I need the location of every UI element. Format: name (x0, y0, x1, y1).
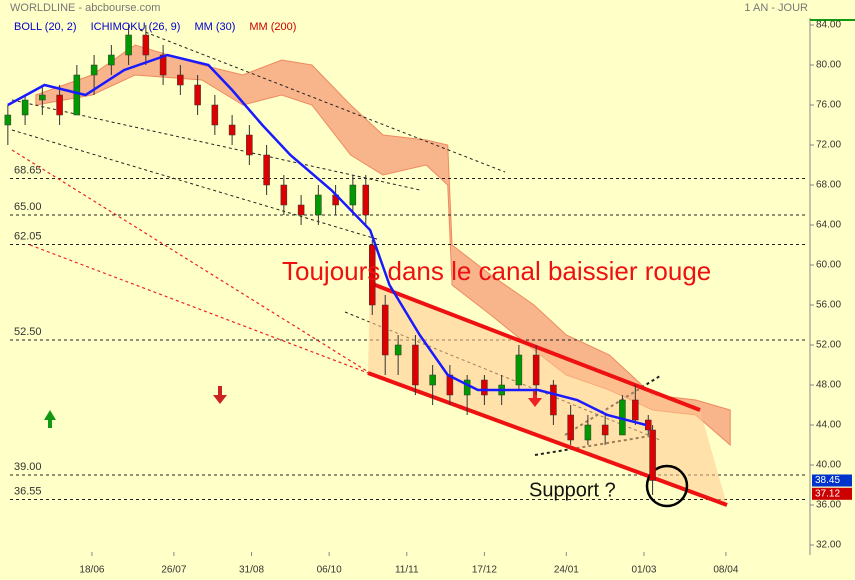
candle-body (21, 99, 29, 116)
y-tick-label: 48.00 (816, 380, 841, 391)
candle-body (73, 74, 81, 116)
candle-body (349, 184, 357, 206)
ma-line (7, 53, 647, 427)
y-tick-label: 32.00 (816, 540, 841, 551)
y-tick-label: 84.00 (816, 20, 841, 31)
candle-body (4, 114, 12, 126)
x-tick-label: 24/01 (554, 565, 579, 576)
y-tick-label: 52.00 (816, 340, 841, 351)
price-tag (812, 487, 852, 500)
price-tag-label: 38.45 (815, 475, 840, 486)
candle-body (108, 54, 115, 66)
candle-body (381, 304, 389, 356)
legend-entry: MM (30) (194, 21, 235, 33)
y-tick-label: 60.00 (816, 260, 841, 271)
candle-body (211, 104, 219, 126)
candle-body (297, 204, 305, 216)
y-tick-label: 56.00 (816, 300, 841, 311)
x-tick-label: 18/06 (79, 565, 104, 576)
level-label: 39.00 (14, 461, 42, 473)
chart-title: WORLDLINE - abcbourse.com (10, 2, 160, 14)
candle-body (550, 384, 557, 416)
x-tick-label: 01/03 (631, 565, 656, 576)
y-tick-label: 64.00 (816, 220, 841, 231)
candle-body (362, 184, 370, 216)
legend-entry: ICHIMOKU (26, 9) (91, 21, 181, 33)
candle-body (645, 419, 652, 431)
candle-body (90, 64, 98, 76)
y-tick-label: 44.00 (816, 420, 841, 431)
candle-body (515, 354, 523, 386)
level-label: 62.05 (14, 230, 42, 242)
candle-body (142, 34, 150, 56)
x-tick-label: 26/07 (161, 565, 186, 576)
candle-body (159, 54, 167, 76)
candle-body (394, 344, 402, 356)
candle-body (315, 194, 322, 216)
candle-body (429, 374, 436, 386)
y-tick-label: 36.00 (816, 500, 841, 511)
candle-body (263, 154, 270, 186)
candle-body (177, 74, 184, 86)
candle-body (601, 424, 609, 436)
candle-body (584, 424, 592, 441)
x-tick-label: 08/04 (713, 565, 738, 576)
candle-body (39, 94, 46, 101)
y-tick-label: 40.00 (816, 460, 841, 471)
candle-body (228, 124, 236, 136)
price-tag-label: 37.12 (815, 488, 840, 499)
candle-body (194, 84, 201, 106)
candle-body (280, 184, 288, 206)
ichimoku-cloud (35, 44, 731, 447)
candle-body (481, 379, 488, 396)
candle-body (369, 244, 376, 306)
candle-body (632, 399, 639, 421)
y-tick-label: 76.00 (816, 100, 841, 111)
level-label: 52.50 (14, 326, 42, 338)
candle-body (532, 354, 540, 386)
legend-entry: BOLL (20, 2) (14, 21, 77, 33)
y-tick-label: 68.00 (816, 180, 841, 191)
x-tick-label: 11/11 (395, 565, 419, 576)
x-tick-label: 17/12 (472, 565, 497, 576)
level-label: 68.65 (14, 164, 42, 176)
candle-body (246, 134, 253, 156)
candle-body (412, 344, 419, 386)
period-label: 1 AN - JOUR (744, 2, 808, 14)
x-tick-label: 31/08 (239, 565, 264, 576)
y-tick-label: 80.00 (816, 60, 841, 71)
y-tick-label: 72.00 (816, 140, 841, 151)
candle-body (649, 429, 656, 481)
candle-body (56, 94, 63, 116)
drawings (11, 29, 728, 508)
candle-body (567, 414, 574, 441)
annotation: Support ? (529, 479, 616, 501)
x-tick-label: 06/10 (317, 565, 342, 576)
legend-entry: MM (200) (249, 21, 296, 33)
level-label: 65.00 (14, 201, 42, 213)
price-tag (812, 474, 852, 487)
level-label: 36.55 (14, 485, 42, 497)
annotation: Toujours dans le canal baissier rouge (282, 256, 711, 286)
candle-body (125, 34, 132, 56)
